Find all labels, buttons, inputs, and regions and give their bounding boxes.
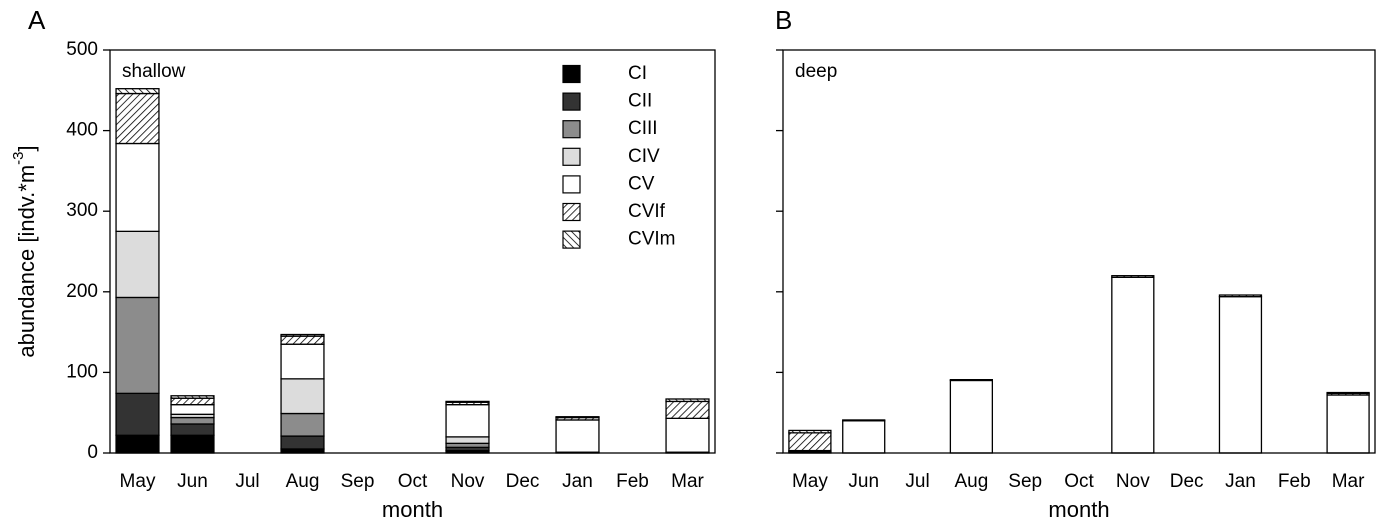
x-tick-label: Oct [1064, 471, 1094, 492]
legend-label: CVIf [628, 201, 666, 222]
legend-label: CIII [628, 118, 658, 139]
bar-segment [555, 419, 600, 453]
y-tick-label: 200 [66, 281, 98, 302]
y-tick-label: 100 [66, 361, 98, 382]
bar-segment [1326, 391, 1370, 395]
bar-segment [445, 403, 490, 438]
bar-segment [949, 379, 994, 454]
panel-label: A [28, 5, 46, 35]
x-tick-label: Nov [451, 471, 485, 492]
bar-segment [665, 417, 710, 453]
legend-swatch [562, 120, 581, 139]
plot-frame [109, 49, 716, 454]
legend-swatch [562, 64, 581, 84]
x-tick-label: Jun [177, 471, 208, 492]
panel-annotation: shallow [122, 61, 186, 82]
bar-segment [555, 416, 600, 419]
legend-label: CV [628, 173, 655, 194]
x-tick-label: Sep [1008, 471, 1042, 492]
legend-swatch [562, 202, 581, 222]
bar-segment [280, 333, 325, 337]
bar-segment [170, 395, 215, 399]
legend-swatch [562, 175, 581, 194]
bar-segment [842, 419, 886, 422]
y-axis-label-main: abundance [indv.*m [14, 165, 39, 358]
bar-segment [788, 432, 832, 452]
bar-segment [1218, 295, 1263, 454]
x-tick-label: Jan [562, 471, 593, 492]
x-tick-label: Jul [905, 471, 929, 492]
bar-segment [170, 416, 215, 425]
legend-label: CVIm [628, 229, 676, 250]
x-tick-label: Dec [506, 471, 540, 492]
panel-annotation: deep [795, 61, 837, 82]
legend-label: CI [628, 63, 647, 84]
bar-segment [1326, 394, 1370, 454]
bar-segment [280, 412, 325, 437]
y-tick-label: 300 [66, 200, 98, 221]
x-tick-label: Jul [235, 471, 259, 492]
legend-swatch [562, 147, 581, 166]
x-tick-label: Mar [1332, 471, 1365, 492]
x-tick-label: May [120, 471, 156, 492]
bar-segment [280, 335, 325, 345]
bar-segment [115, 296, 160, 395]
bar-segment [280, 378, 325, 415]
bar-segment [665, 398, 710, 403]
bar-segment [949, 379, 994, 382]
panel-label: B [775, 5, 792, 35]
bar-segment [170, 423, 215, 436]
bar-segment [788, 429, 832, 434]
y-axis-label-end: ] [14, 145, 39, 151]
bar-segment [115, 142, 160, 232]
x-tick-label: May [792, 471, 828, 492]
y-axis-label-sup: -3 [10, 151, 27, 164]
bar-segment [170, 434, 215, 454]
legend-label: CII [628, 91, 652, 112]
bar-segment [1111, 275, 1155, 278]
bar-segment [280, 343, 325, 380]
plot-frame [782, 49, 1376, 454]
legend-swatch [562, 92, 581, 111]
bar-segment [170, 403, 215, 415]
bar-segment [170, 397, 215, 406]
bar-segment [1111, 276, 1155, 454]
bar-segment [115, 88, 160, 95]
x-tick-label: Jan [1225, 471, 1256, 492]
y-tick-label: 400 [66, 120, 98, 141]
x-tick-label: Oct [398, 471, 428, 492]
x-tick-label: Sep [341, 471, 375, 492]
bar-segment [665, 400, 710, 419]
bar-segment [115, 92, 160, 145]
x-axis-label: month [382, 497, 443, 522]
y-axis-label: abundance [indv.*m-3] [10, 145, 39, 357]
legend-label: CIV [628, 146, 660, 167]
x-tick-label: Jun [848, 471, 879, 492]
x-tick-label: Aug [286, 471, 320, 492]
x-tick-label: Feb [616, 471, 649, 492]
x-tick-label: Aug [954, 471, 988, 492]
bar-segment [115, 434, 160, 454]
legend-swatch [562, 230, 581, 249]
x-axis-label: month [1048, 497, 1109, 522]
x-tick-label: Mar [671, 471, 704, 492]
bar-segment [445, 436, 490, 444]
bar-segment [115, 392, 160, 436]
y-tick-label: 0 [87, 442, 98, 463]
bar-segment [1218, 294, 1263, 298]
x-tick-label: Feb [1278, 471, 1311, 492]
bar-segment [115, 230, 160, 299]
x-tick-label: Nov [1116, 471, 1150, 492]
bar-segment [842, 420, 886, 454]
bar-segment [445, 400, 490, 403]
x-tick-label: Dec [1170, 471, 1204, 492]
y-tick-label: 500 [66, 39, 98, 60]
bar-segment [280, 435, 325, 450]
